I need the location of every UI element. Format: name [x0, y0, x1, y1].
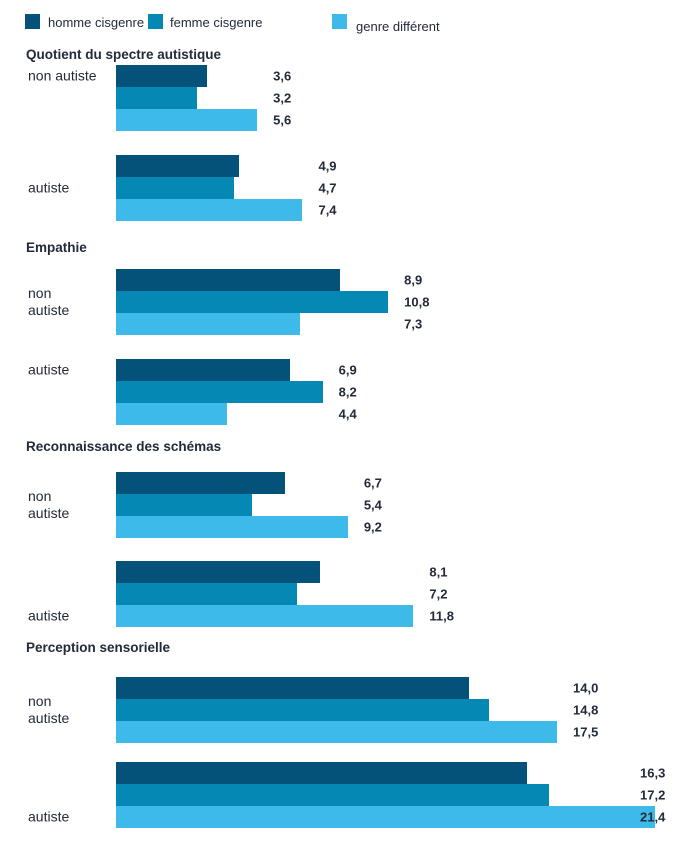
- group-label: non autiste: [28, 693, 69, 727]
- legend-swatch-genre-diff-rent: [332, 14, 347, 29]
- value-label: 7,4: [318, 202, 337, 218]
- group-label-line: non: [28, 693, 52, 709]
- bar-homme-cisgenre: [116, 561, 321, 583]
- value-label: 4,7: [318, 180, 337, 196]
- bar-genre-diff-rent: [116, 199, 303, 221]
- bar-femme-cisgenre: [116, 784, 550, 806]
- value-label: 6,9: [338, 362, 357, 378]
- value-label: 16,3: [640, 765, 666, 781]
- group-label-line: autiste: [28, 505, 70, 521]
- bar-homme-cisgenre: [116, 472, 285, 494]
- bar-genre-diff-rent: [116, 313, 300, 335]
- group-label-line: non: [28, 285, 52, 301]
- value-label: 3,6: [273, 68, 292, 84]
- group-label: autiste: [28, 809, 69, 826]
- bar-genre-diff-rent: [116, 403, 227, 425]
- value-label: 3,2: [273, 90, 292, 106]
- value-label: 14,0: [573, 680, 599, 696]
- legend-label-homme-cisgenre: homme cisgenre: [48, 15, 145, 30]
- bar-homme-cisgenre: [116, 762, 527, 784]
- value-label: 8,2: [338, 384, 357, 400]
- group-label: autiste: [28, 608, 69, 625]
- group-label-line: autiste: [28, 710, 70, 726]
- bar-genre-diff-rent: [116, 806, 656, 828]
- bar-genre-diff-rent: [116, 109, 258, 131]
- value-label: 6,7: [363, 475, 382, 491]
- group-label-line: non: [28, 488, 52, 504]
- bar-femme-cisgenre: [116, 583, 298, 605]
- bar-femme-cisgenre: [116, 699, 489, 721]
- bar-genre-diff-rent: [116, 605, 414, 627]
- value-label: 4,4: [338, 406, 357, 422]
- legend-swatch-femme-cisgenre: [148, 14, 163, 29]
- bar-genre-diff-rent: [116, 516, 348, 538]
- value-label: 17,2: [640, 787, 666, 803]
- bar-femme-cisgenre: [116, 177, 235, 199]
- group-label: autiste: [28, 362, 69, 379]
- section-title-quotient-du-spectre-auti: Quotient du spectre autistique: [26, 47, 222, 62]
- group-label-line: non autiste: [28, 67, 97, 84]
- group-label-line: autiste: [28, 179, 70, 196]
- legend-swatch-homme-cisgenre: [25, 14, 40, 29]
- value-label: 5,6: [273, 112, 292, 128]
- group-label: non autiste: [28, 68, 97, 85]
- group-label: non autiste: [28, 285, 69, 319]
- section-title-perception-sensorielle: Perception sensorielle: [26, 640, 171, 655]
- value-label: 4,9: [318, 158, 337, 174]
- bar-femme-cisgenre: [116, 381, 323, 403]
- value-label: 21,4: [640, 809, 666, 825]
- value-label: 8,1: [429, 564, 448, 580]
- legend-label-genre-diff-rent: genre différent: [356, 19, 440, 34]
- group-label: autiste: [28, 180, 69, 197]
- group-label-line: autiste: [28, 361, 70, 378]
- bar-homme-cisgenre: [116, 269, 341, 291]
- group-label-line: autiste: [28, 302, 70, 318]
- value-label: 9,2: [363, 519, 382, 535]
- bar-femme-cisgenre: [116, 291, 389, 313]
- group-label-line: autiste: [28, 607, 70, 624]
- group-label: non autiste: [28, 488, 69, 522]
- value-label: 7,2: [429, 586, 448, 602]
- section-title-reconnaissance-des-sch-m: Reconnaissance des schémas: [26, 439, 222, 454]
- group-label-line: autiste: [28, 808, 70, 825]
- bar-femme-cisgenre: [116, 494, 253, 516]
- section-title-empathie: Empathie: [26, 240, 87, 255]
- bar-homme-cisgenre: [116, 359, 290, 381]
- legend-label-femme-cisgenre: femme cisgenre: [170, 15, 263, 30]
- value-label: 5,4: [363, 497, 382, 513]
- value-label: 7,3: [404, 316, 423, 332]
- value-label: 14,8: [573, 702, 599, 718]
- value-label: 10,8: [404, 294, 430, 310]
- bar-homme-cisgenre: [116, 65, 207, 87]
- bar-femme-cisgenre: [116, 87, 197, 109]
- value-label: 17,5: [573, 724, 599, 740]
- value-label: 8,9: [404, 272, 423, 288]
- value-label: 11,8: [429, 608, 454, 624]
- bar-homme-cisgenre: [116, 155, 240, 177]
- bar-homme-cisgenre: [116, 677, 469, 699]
- bar-genre-diff-rent: [116, 721, 557, 743]
